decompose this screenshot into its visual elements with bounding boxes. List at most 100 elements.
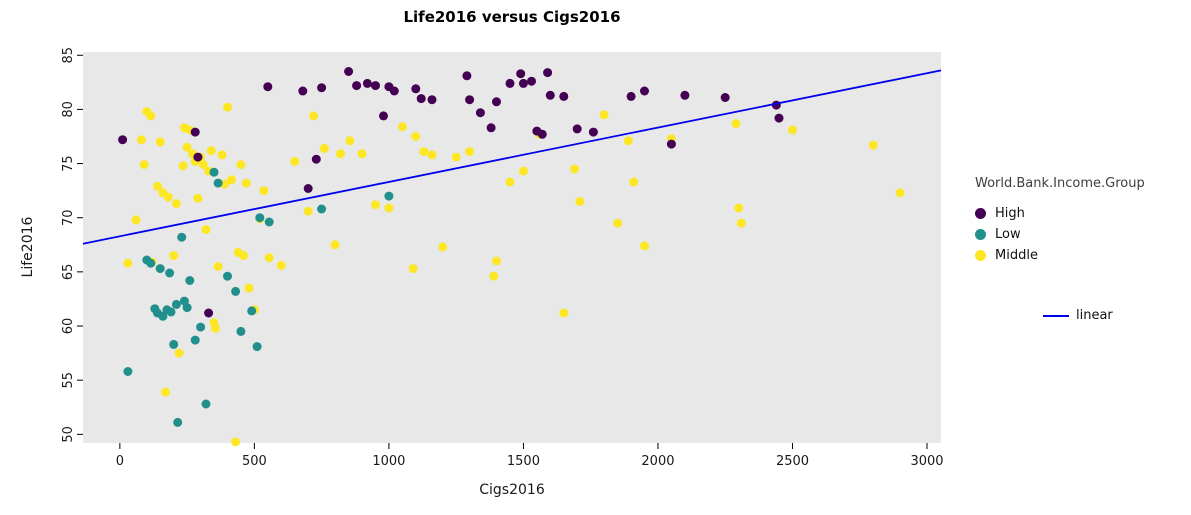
data-point-low xyxy=(196,322,206,332)
data-point-low xyxy=(255,213,265,223)
data-point-middle xyxy=(336,149,345,159)
data-point-middle xyxy=(599,110,609,120)
data-point-middle xyxy=(264,253,274,263)
data-point-high xyxy=(543,68,553,78)
data-point-middle xyxy=(171,199,181,209)
data-point-high xyxy=(317,83,327,93)
data-point-low xyxy=(317,204,327,214)
data-point-middle xyxy=(518,166,528,176)
regression-line-swatch xyxy=(1043,314,1069,317)
data-point-middle xyxy=(213,262,223,271)
legend-dot-middle xyxy=(975,250,986,261)
x-tick-label: 0 xyxy=(116,454,124,469)
data-point-low xyxy=(169,339,179,349)
data-point-high xyxy=(263,82,273,92)
data-point-low xyxy=(158,311,168,321)
data-point-middle xyxy=(241,178,251,188)
plot-panel xyxy=(83,52,941,443)
data-point-middle xyxy=(198,160,208,170)
x-tick-label: 2500 xyxy=(776,454,809,469)
data-point-middle xyxy=(217,150,227,160)
data-point-high xyxy=(559,91,569,101)
data-point-middle xyxy=(231,437,241,447)
data-point-middle xyxy=(136,135,146,145)
data-point-middle xyxy=(303,206,313,216)
data-point-middle xyxy=(178,161,188,171)
data-point-low xyxy=(201,399,211,409)
data-point-middle xyxy=(451,152,461,162)
data-point-middle xyxy=(492,256,501,266)
data-point-middle xyxy=(623,136,633,146)
data-point-middle xyxy=(559,308,569,318)
data-point-low xyxy=(384,191,394,201)
data-point-middle xyxy=(236,160,246,170)
x-tick-label: 1000 xyxy=(372,454,405,469)
data-point-high xyxy=(572,124,582,134)
data-point-middle xyxy=(575,197,585,206)
data-point-middle xyxy=(210,323,220,333)
legend-item-high: High xyxy=(975,203,1145,224)
data-point-middle xyxy=(161,387,171,397)
data-point-middle xyxy=(206,146,216,156)
data-point-middle xyxy=(427,150,437,160)
data-point-middle xyxy=(371,200,380,210)
data-point-high xyxy=(774,113,784,123)
data-point-middle xyxy=(731,119,741,128)
data-point-low xyxy=(231,286,241,296)
data-point-middle xyxy=(146,111,156,121)
legend: World.Bank.Income.Group High Low Middle li… xyxy=(975,176,1145,323)
data-point-high xyxy=(680,90,690,100)
data-point-low xyxy=(247,306,257,316)
data-point-low xyxy=(165,268,175,278)
data-point-low xyxy=(146,258,156,268)
data-point-middle xyxy=(357,149,367,159)
data-point-low xyxy=(182,303,192,313)
data-point-high xyxy=(486,123,496,133)
legend-dot-low xyxy=(975,229,986,240)
data-point-low xyxy=(190,335,200,345)
data-point-low xyxy=(252,342,262,352)
legend-item-low: Low xyxy=(975,224,1145,245)
legend-item-middle: Middle xyxy=(975,245,1145,266)
data-point-high xyxy=(626,91,636,101)
data-point-low xyxy=(236,326,246,336)
data-point-middle xyxy=(465,147,475,157)
legend-items: High Low Middle xyxy=(975,203,1145,266)
data-point-high xyxy=(505,78,515,88)
legend-title: World.Bank.Income.Group xyxy=(975,176,1145,191)
data-point-high xyxy=(666,139,676,149)
data-point-high xyxy=(190,127,200,137)
data-point-middle xyxy=(895,188,905,198)
data-point-high xyxy=(516,69,526,79)
data-point-high xyxy=(527,76,536,86)
data-point-middle xyxy=(223,102,232,112)
data-point-middle xyxy=(345,136,355,146)
y-tick-label: 60 xyxy=(61,318,76,335)
data-point-low xyxy=(185,276,195,285)
data-point-high xyxy=(118,135,128,145)
data-point-middle xyxy=(411,132,421,141)
data-point-middle xyxy=(131,215,141,225)
x-tick-label: 1500 xyxy=(507,454,540,469)
data-point-high xyxy=(462,71,472,81)
data-point-high xyxy=(344,67,354,76)
y-tick-label: 85 xyxy=(61,47,76,64)
data-point-middle xyxy=(734,203,744,213)
regression-line xyxy=(82,69,942,245)
y-tick-label: 75 xyxy=(61,155,76,172)
y-tick-label: 55 xyxy=(61,372,76,389)
data-point-middle xyxy=(193,193,203,203)
data-point-middle xyxy=(570,164,580,174)
data-point-middle xyxy=(239,251,249,261)
data-point-middle xyxy=(153,181,162,191)
data-point-middle xyxy=(276,260,286,270)
data-point-middle xyxy=(330,240,340,250)
data-point-low xyxy=(155,264,165,274)
legend-label-low: Low xyxy=(995,227,1021,242)
data-point-middle xyxy=(788,125,797,135)
data-point-high xyxy=(475,108,485,118)
data-point-high xyxy=(545,90,555,100)
data-point-high xyxy=(640,86,649,96)
data-point-high xyxy=(362,78,372,88)
